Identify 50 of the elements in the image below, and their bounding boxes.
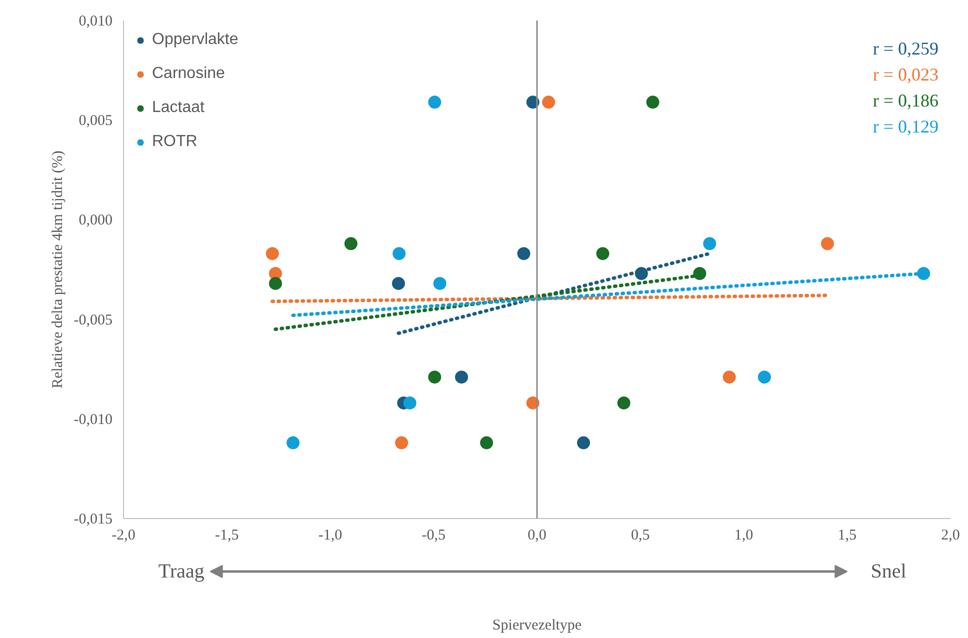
x-tick-label: 1,5 — [838, 528, 856, 544]
point — [428, 370, 442, 384]
text: Snel — [870, 560, 907, 582]
point — [395, 436, 408, 450]
y-tick-label: -0,005 — [74, 312, 113, 328]
point — [266, 247, 279, 260]
x-tick-label: 0,0 — [528, 528, 546, 544]
point — [268, 276, 282, 290]
text: Traag — [158, 560, 204, 582]
point — [703, 237, 716, 250]
annotation: r = 0,259 — [872, 38, 939, 58]
y-tick-label: -0,010 — [74, 412, 113, 428]
point — [758, 370, 771, 384]
annotation: r = 0,186 — [872, 90, 939, 110]
point — [480, 436, 494, 450]
y-tick-label: -0,015 — [74, 512, 113, 528]
x-tick-label: -0,5 — [422, 528, 446, 544]
legend-label: ROTR — [152, 133, 198, 151]
point — [455, 370, 468, 384]
point — [403, 396, 416, 410]
y-tick-label: 0,000 — [78, 212, 112, 229]
x-tick-label: 1,0 — [734, 528, 754, 544]
point — [392, 276, 405, 290]
x-tick-label: 2,0 — [941, 528, 960, 544]
point — [392, 247, 406, 260]
point — [542, 96, 556, 109]
point — [286, 436, 300, 450]
x-axis-title: Spiervezeltype — [492, 618, 582, 634]
point — [646, 96, 660, 109]
point — [428, 96, 442, 109]
point — [344, 237, 358, 250]
x-tick-label: -1,0 — [318, 528, 342, 544]
y-axis-title: Relatieve delta prestatie 4km tijdrit (%) — [50, 150, 66, 388]
x-tick-label: -1,5 — [215, 528, 239, 544]
x-tick-label: 0,5 — [631, 528, 650, 544]
legend-label: Carnosine — [152, 65, 225, 83]
point — [820, 237, 834, 250]
point — [577, 436, 590, 450]
point — [722, 370, 736, 384]
annotation: r = 0,129 — [872, 116, 939, 136]
point — [517, 247, 530, 260]
y-tick-label: 0,005 — [78, 113, 112, 130]
legend-label: Oppervlakte — [152, 31, 238, 49]
y-tick-label: 0,010 — [78, 14, 112, 30]
point — [433, 276, 446, 290]
point — [617, 396, 630, 410]
x-tick-label: -2,0 — [112, 528, 136, 544]
annotation: r = 0,023 — [872, 64, 939, 84]
legend-label: Lactaat — [152, 99, 204, 117]
point — [596, 247, 610, 260]
